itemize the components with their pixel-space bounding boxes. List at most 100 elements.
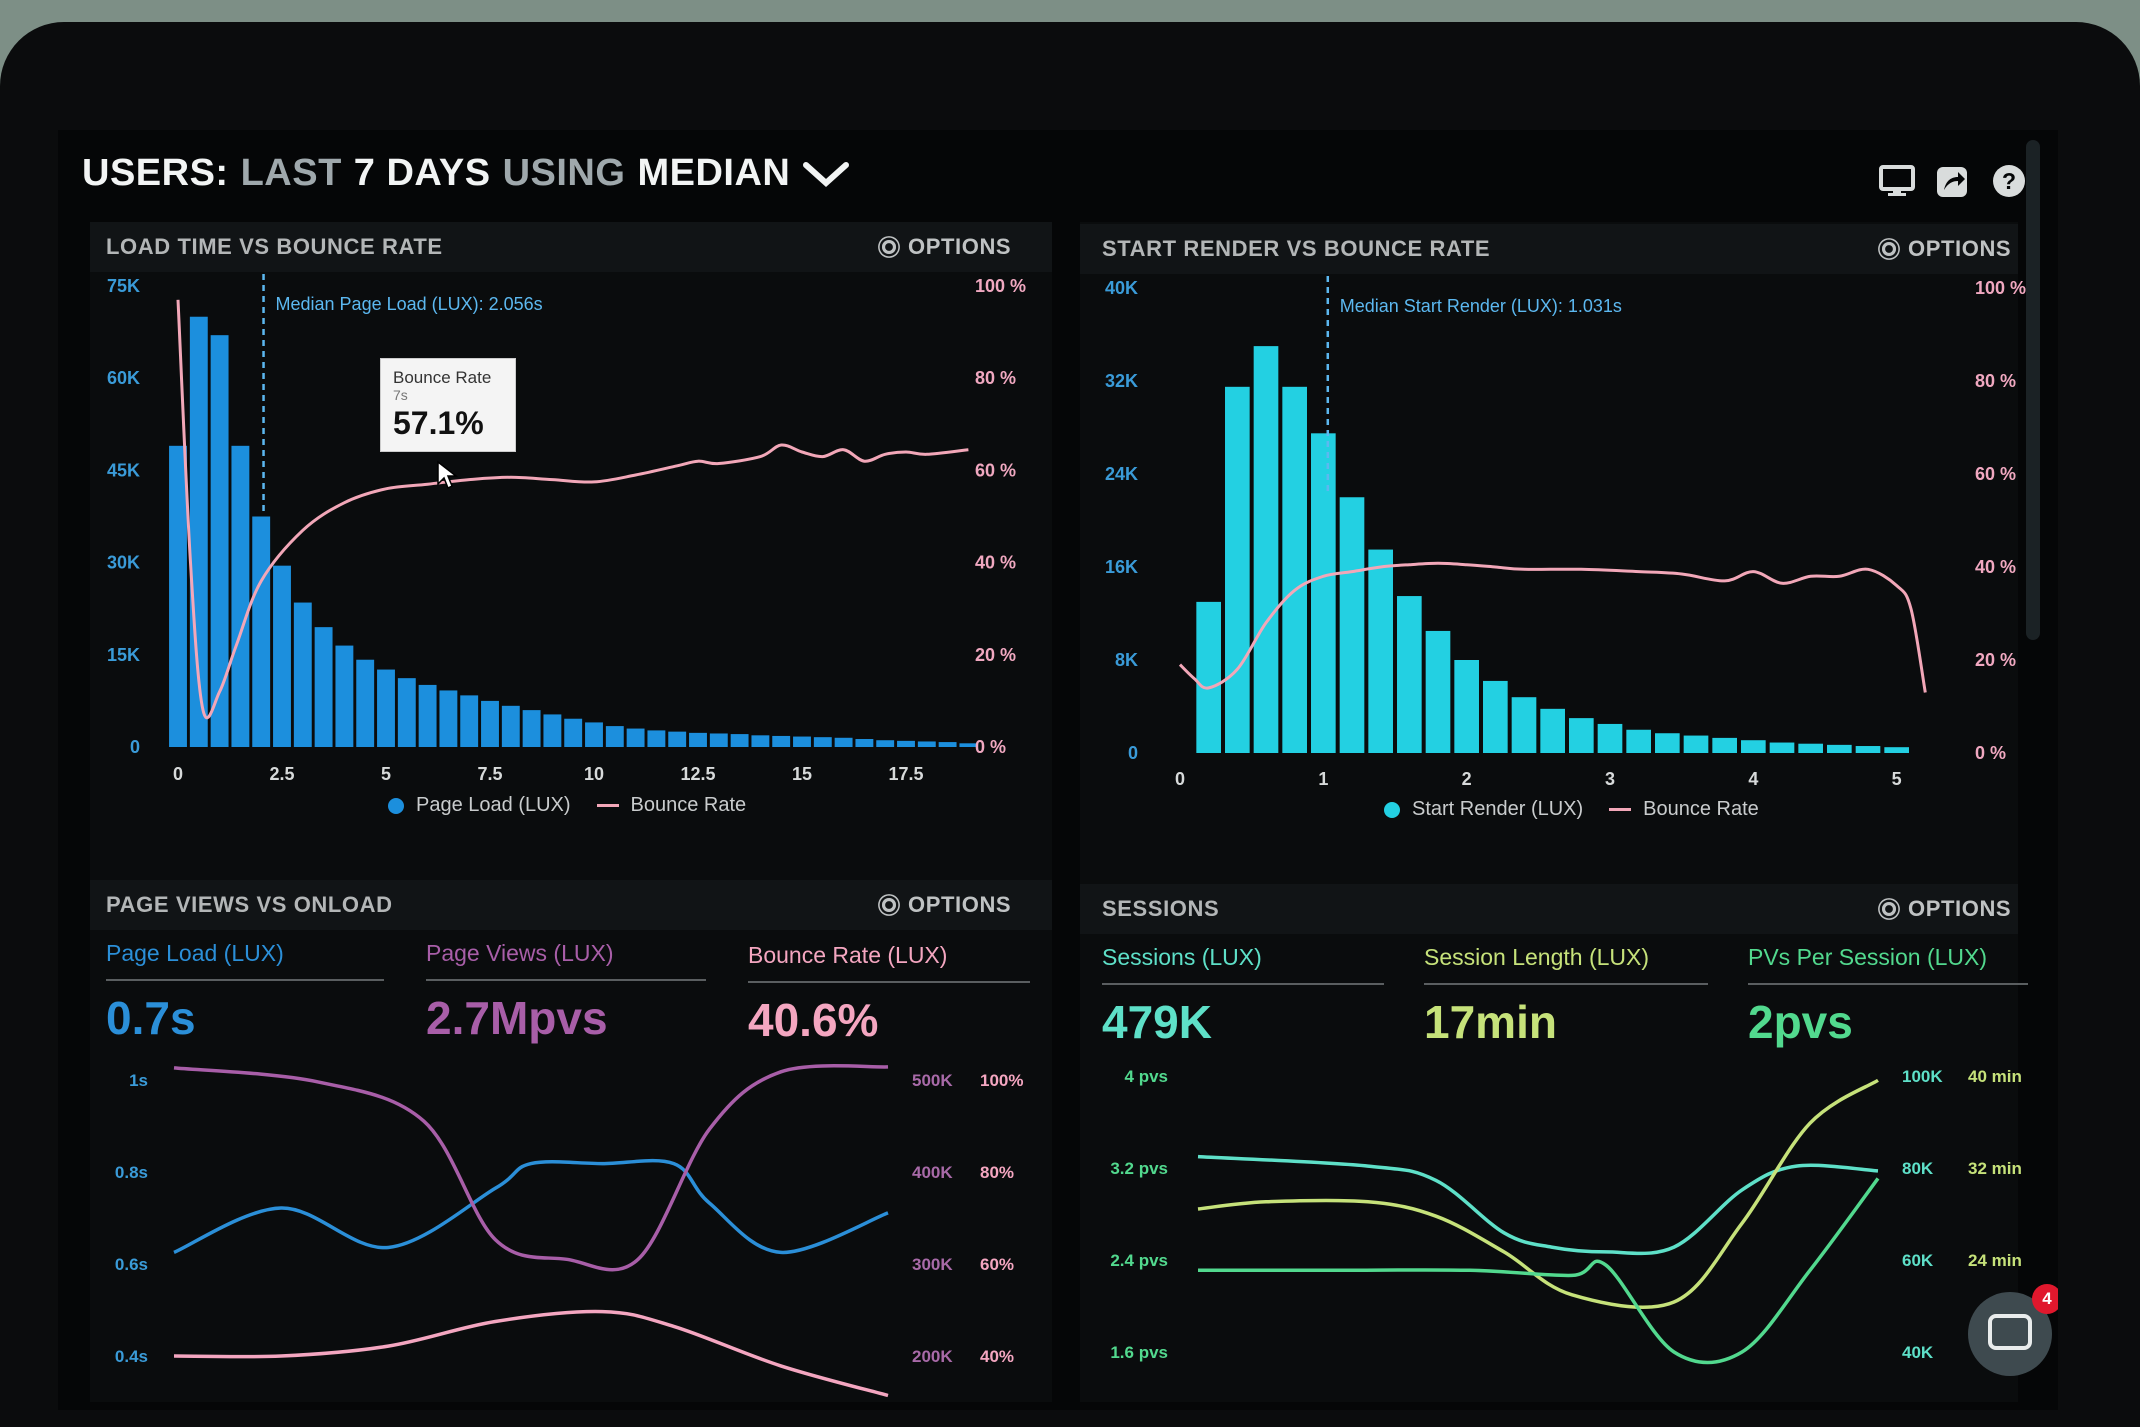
title-using: USING bbox=[502, 152, 626, 194]
options-button[interactable]: OPTIONS bbox=[1880, 898, 2011, 920]
histogram-bar bbox=[1683, 735, 1709, 753]
metric-label: Session Length (LUX) bbox=[1424, 944, 1650, 970]
histogram-bar bbox=[751, 735, 770, 747]
histogram-bar bbox=[917, 741, 936, 747]
options-button[interactable]: OPTIONS bbox=[1880, 238, 2011, 260]
metric-label: PVs Per Session (LUX) bbox=[1748, 944, 1988, 970]
metric-value: 0.7s bbox=[106, 992, 196, 1044]
histogram-bar bbox=[1253, 346, 1279, 753]
share-icon[interactable] bbox=[1934, 162, 1972, 200]
panel-header bbox=[1080, 884, 2018, 934]
metric-divider bbox=[1424, 983, 1708, 985]
chevron-down-icon[interactable] bbox=[802, 159, 850, 189]
metric-label: Page Views (LUX) bbox=[426, 940, 614, 966]
histogram-bar bbox=[1311, 433, 1336, 753]
y2-tick-label: 300K bbox=[912, 1255, 953, 1274]
y-tick-label: 0 bbox=[130, 737, 140, 757]
title-users: USERS: bbox=[82, 152, 229, 194]
legend-label[interactable]: Bounce Rate bbox=[630, 794, 747, 816]
legend-label[interactable]: Start Render (LUX) bbox=[1412, 798, 1584, 820]
histogram-bar bbox=[1368, 549, 1393, 753]
y-tick-label: 3.2 pvs bbox=[1110, 1159, 1168, 1178]
histogram-bar bbox=[1425, 630, 1451, 753]
title-range: 7 DAYS bbox=[353, 152, 491, 194]
histogram-bar bbox=[772, 735, 791, 747]
y2-tick-label: 200K bbox=[912, 1347, 953, 1366]
x-tick-label: 2.5 bbox=[269, 764, 294, 784]
histogram-bar bbox=[834, 737, 853, 747]
gear-icon bbox=[881, 239, 897, 255]
y2-tick-label: 20 % bbox=[975, 645, 1016, 665]
legend-swatch bbox=[388, 797, 404, 814]
histogram-bar bbox=[689, 732, 707, 747]
histogram-bar bbox=[1798, 743, 1823, 753]
histogram-bar bbox=[1655, 733, 1680, 753]
histogram-bar bbox=[335, 645, 354, 747]
y2-tick-label: 500K bbox=[912, 1071, 953, 1090]
metric-divider bbox=[1102, 983, 1384, 985]
x-tick-label: 17.5 bbox=[888, 764, 923, 784]
y2-tick-label: 100 % bbox=[1975, 278, 2026, 298]
options-label: OPTIONS bbox=[1908, 236, 2012, 261]
metric-page-load[interactable]: Page Load (LUX) 0.7s bbox=[106, 942, 384, 1041]
metric-session-length[interactable]: Session Length (LUX) 17min bbox=[1424, 946, 1708, 1045]
histogram-bar bbox=[273, 565, 291, 747]
histogram-bar bbox=[585, 722, 603, 747]
y2-tick-label: 80K bbox=[1902, 1159, 1934, 1178]
gear-icon bbox=[881, 897, 897, 913]
sessions-chart: 1.6 pvs 2.4 pvs 3.2 pvs 4 pvs 40K 60K 80K 100K 2… bbox=[1110, 1067, 2022, 1365]
series-line bbox=[173, 1309, 889, 1398]
metric-pvs-per-session[interactable]: PVs Per Session (LUX) 2pvs bbox=[1748, 946, 2028, 1045]
histogram-bar bbox=[564, 718, 583, 747]
histogram-bar bbox=[293, 602, 312, 747]
y3-tick-label: 32 min bbox=[1968, 1159, 2022, 1178]
histogram-bar bbox=[1282, 386, 1307, 753]
y3-tick-label: 40 min bbox=[1968, 1067, 2022, 1086]
histogram-bar bbox=[709, 733, 728, 747]
panel-title: PAGE VIEWS VS ONLOAD bbox=[106, 892, 393, 917]
gear-icon bbox=[1881, 901, 1897, 917]
histogram-bar bbox=[1454, 660, 1479, 753]
y-tick-label: 16K bbox=[1105, 557, 1138, 577]
top-icons: ? bbox=[1878, 162, 2028, 200]
y2-tick-label: 40 % bbox=[1975, 557, 2016, 577]
options-button[interactable]: OPTIONS bbox=[880, 236, 1011, 258]
options-label: OPTIONS bbox=[1908, 896, 2012, 921]
legend-label[interactable]: Page Load (LUX) bbox=[416, 794, 571, 816]
y-tick-label: 60K bbox=[107, 368, 140, 388]
monitor-icon[interactable] bbox=[1878, 162, 1916, 200]
histogram-bar bbox=[1712, 737, 1737, 753]
chart-legend: Page Load (LUX) Bounce Rate bbox=[388, 794, 746, 817]
help-icon[interactable]: ? bbox=[1990, 162, 2028, 200]
options-button[interactable]: OPTIONS bbox=[880, 894, 1011, 916]
histogram-bar bbox=[647, 730, 666, 747]
y-tick-label: 30K bbox=[107, 553, 140, 573]
metric-label: Bounce Rate (LUX) bbox=[748, 942, 948, 968]
chat-widget-button[interactable]: 4 bbox=[1968, 1284, 2058, 1376]
title-last: LAST bbox=[240, 152, 342, 194]
histogram-bar bbox=[793, 736, 811, 747]
x-tick-label: 5 bbox=[381, 764, 391, 784]
histogram-bar bbox=[1397, 596, 1422, 753]
scrollbar[interactable] bbox=[2026, 140, 2040, 640]
legend-label[interactable]: Bounce Rate bbox=[1643, 798, 1759, 820]
median-annotation: Median Page Load (LUX): 2.056s bbox=[276, 294, 543, 314]
y2-tick-label: 60K bbox=[1902, 1251, 1934, 1270]
metric-label: Page Load (LUX) bbox=[106, 940, 284, 966]
panel-title: SESSIONS bbox=[1102, 896, 1220, 921]
histogram-bar bbox=[855, 739, 874, 747]
metric-page-views[interactable]: Page Views (LUX) 2.7Mpvs bbox=[426, 942, 706, 1041]
histogram-bar bbox=[231, 445, 250, 747]
metric-bounce-rate[interactable]: Bounce Rate (LUX) 40.6% bbox=[748, 944, 1030, 1043]
histogram-bar bbox=[314, 627, 333, 747]
x-tick-label: 10 bbox=[584, 764, 604, 784]
histogram-bar bbox=[938, 742, 957, 747]
histogram-bar bbox=[501, 705, 520, 747]
histogram-bar bbox=[1741, 740, 1766, 753]
dashboard-title[interactable]: USERS: LAST 7 DAYS USING MEDIAN bbox=[82, 152, 850, 195]
histogram-bar bbox=[397, 678, 416, 747]
series-line bbox=[1197, 1154, 1879, 1256]
metric-sessions[interactable]: Sessions (LUX) 479K bbox=[1102, 946, 1384, 1045]
metric-value: 2.7Mpvs bbox=[426, 992, 608, 1044]
histogram-bar bbox=[730, 734, 749, 747]
